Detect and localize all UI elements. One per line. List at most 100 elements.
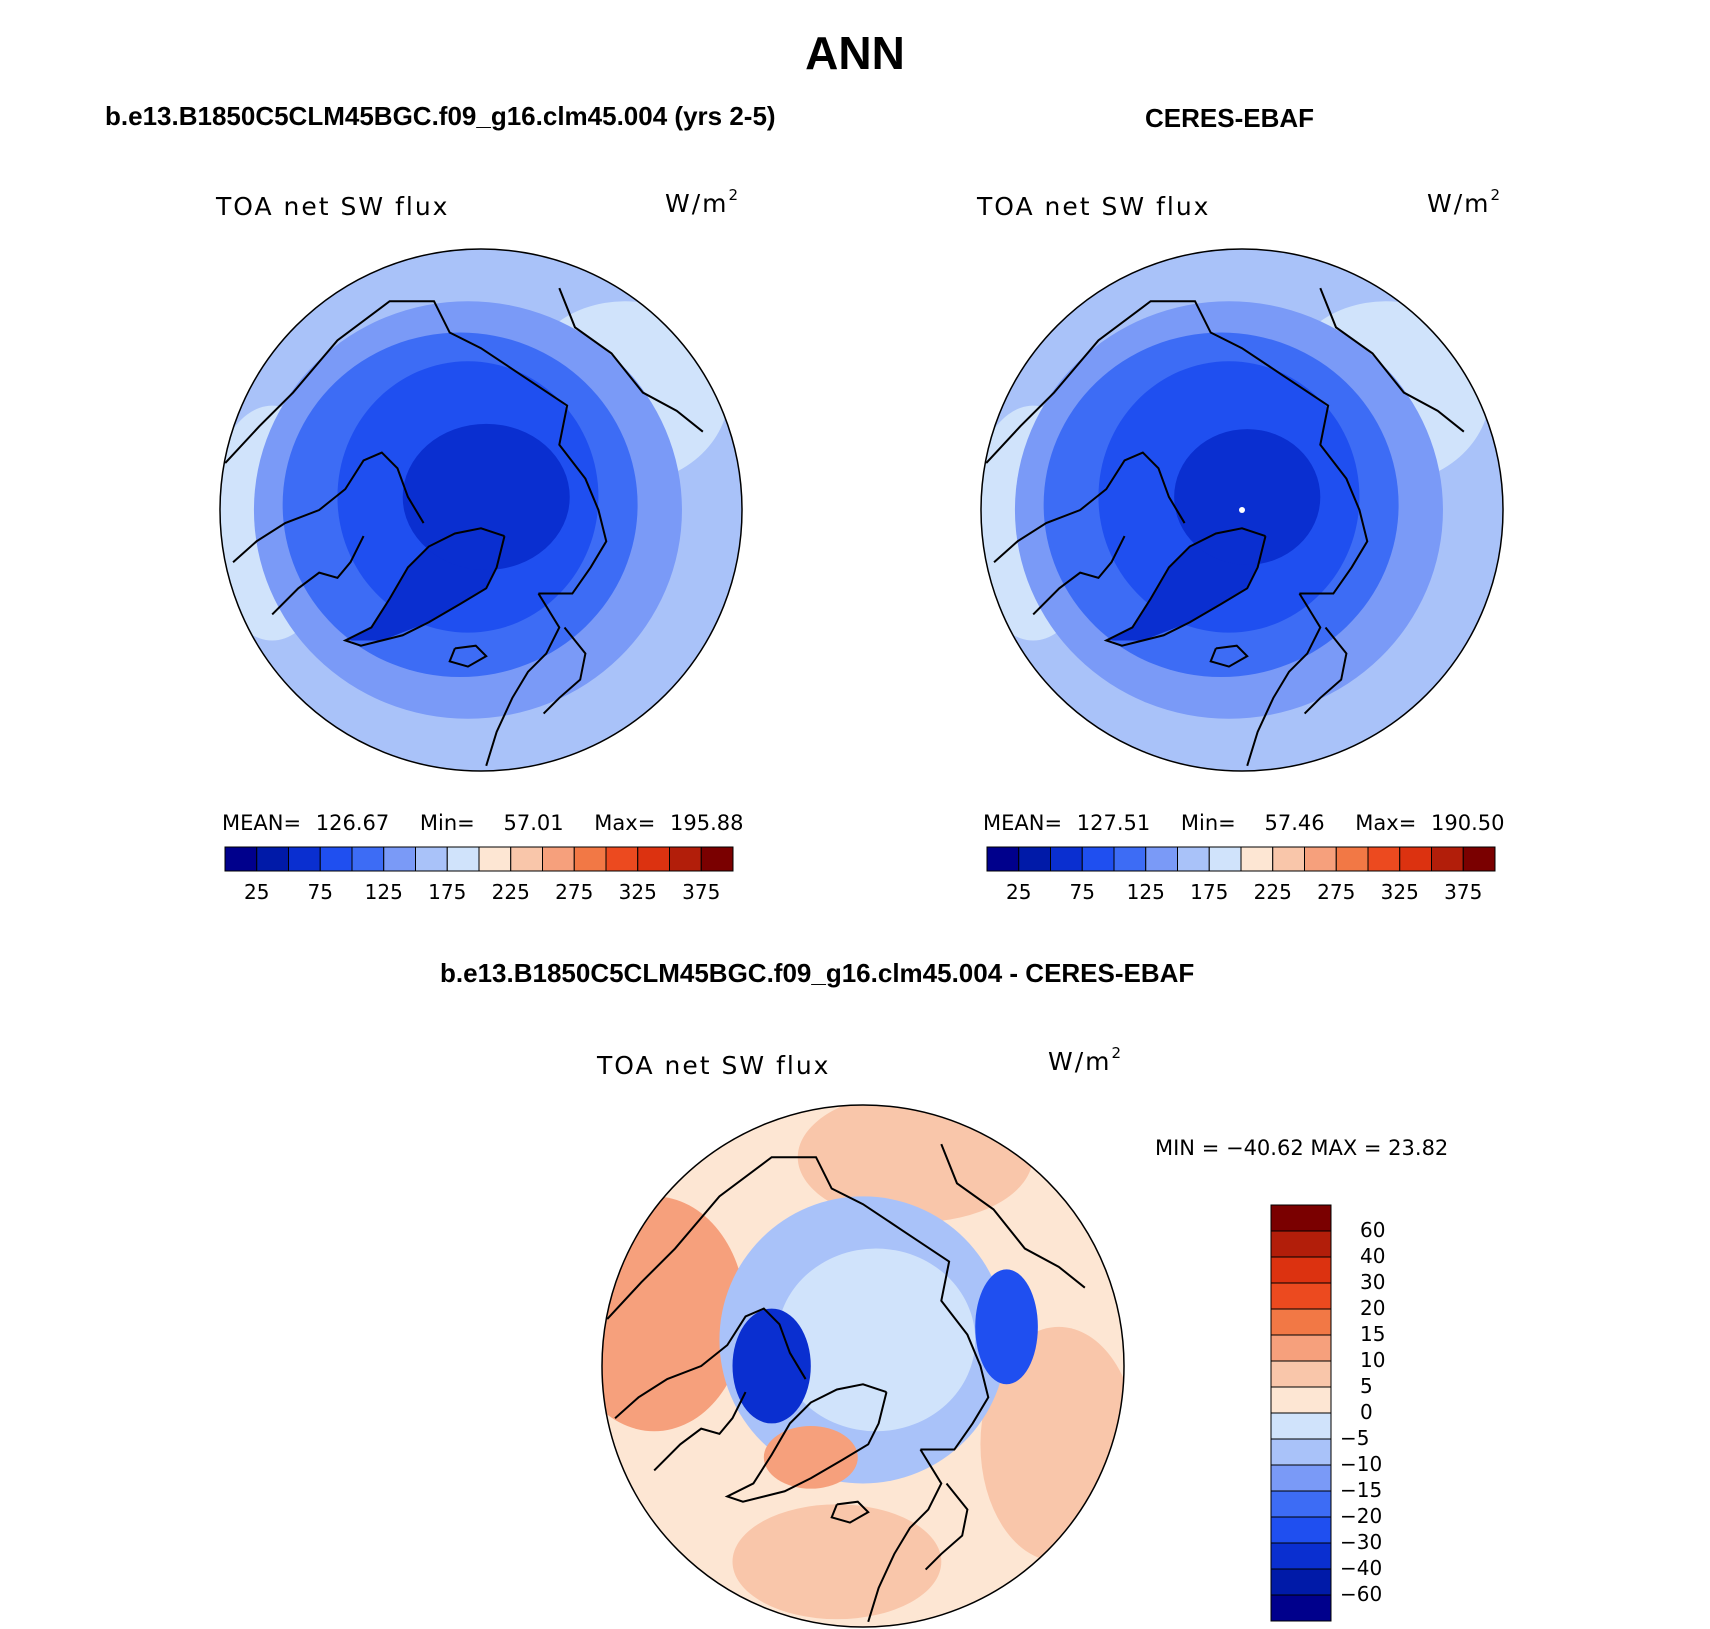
panel2-colorbar [986, 846, 1496, 872]
colorbar-swatch [224, 846, 258, 872]
panel3-units-label: W/m2 [1048, 1044, 1122, 1076]
panel1-mean-label: MEAN= [222, 811, 302, 835]
colorbar-swatch [510, 846, 543, 872]
panel1-max-label: Max= [594, 811, 656, 835]
panel3-minmax: MIN = −40.62 MAX = 23.82 [1155, 1136, 1449, 1160]
colorbar-tick-label: 175 [1190, 880, 1229, 904]
map-fill-layer [732, 1504, 942, 1620]
coastline [448, 644, 488, 668]
colorbar-swatch [288, 846, 321, 872]
map-fill-layer [402, 423, 570, 571]
coastline [606, 1156, 990, 1451]
coastline [485, 592, 561, 767]
coastline [232, 451, 425, 563]
colorbar-swatch [605, 846, 639, 872]
colorbar-tick-label: 25 [1006, 880, 1032, 904]
colorbar-swatch [415, 846, 448, 872]
coastline [614, 1307, 807, 1419]
coastline [1246, 592, 1322, 767]
panel1-variable-label: TOA net SW flux [216, 192, 450, 221]
map-border [980, 248, 1504, 772]
panel3-colorbar [1270, 1204, 1332, 1622]
colorbar-swatch [478, 846, 512, 872]
colorbar-tick-label: 25 [244, 880, 270, 904]
coastline [342, 527, 506, 647]
colorbar-swatch [1270, 1230, 1332, 1258]
colorbar-tick-label: 375 [1444, 880, 1483, 904]
panel2-max-label: Max= [1355, 811, 1417, 835]
coastline [1032, 535, 1126, 616]
colorbar-tick-label: 175 [428, 880, 467, 904]
map-fill-layer [732, 1308, 811, 1424]
colorbar-tick-label: 275 [555, 880, 594, 904]
colorbar-swatch [1270, 1516, 1332, 1544]
coastline [940, 1143, 1086, 1289]
colorbar-swatch [1335, 846, 1369, 872]
colorbar-swatch [542, 846, 575, 872]
colorbar-swatch [1270, 1490, 1332, 1518]
colorbar-swatch [700, 846, 734, 872]
colorbar-tick-label: 30 [1360, 1270, 1386, 1294]
colorbar-swatch [1462, 846, 1496, 872]
colorbar-swatch [383, 846, 416, 872]
colorbar-swatch [1018, 846, 1051, 872]
colorbar-tick-label: 0 [1360, 1400, 1373, 1424]
panel2-max-value: 190.50 [1430, 811, 1505, 835]
colorbar-tick-label: 275 [1317, 880, 1356, 904]
coastline [867, 1448, 943, 1623]
map-border [219, 248, 743, 772]
panel1-units-label: W/m2 [665, 186, 739, 218]
panel1-stats: MEAN= 126.67 Min= 57.01 Max= 195.88 [222, 813, 743, 834]
colorbar-tick-label: 10 [1360, 1348, 1386, 1372]
panel2-stats: MEAN= 127.51 Min= 57.46 Max= 190.50 [983, 813, 1504, 834]
map-fill-layer [1174, 429, 1321, 565]
colorbar-tick-label: −5 [1340, 1426, 1370, 1450]
panel2-min-value: 57.46 [1264, 811, 1325, 835]
colorbar-swatch [1113, 846, 1147, 872]
colorbar-swatch [1081, 846, 1115, 872]
colorbar-tick-label: 75 [1069, 880, 1095, 904]
colorbar-tick-label: 325 [618, 880, 657, 904]
colorbar-swatch [669, 846, 702, 872]
colorbar-tick-label: 75 [307, 880, 333, 904]
colorbar-tick-label: 20 [1360, 1296, 1386, 1320]
colorbar-swatch [1270, 1386, 1332, 1414]
colorbar-tick-label: 375 [682, 880, 721, 904]
panel2-map-svg [980, 248, 1504, 772]
panel2-min-label: Min= [1180, 811, 1236, 835]
colorbar-tick-label: −60 [1340, 1582, 1383, 1606]
main-title: ANN [805, 27, 905, 79]
colorbar-swatch [1145, 846, 1178, 872]
colorbar-swatch [351, 846, 385, 872]
colorbar-tick-label: −40 [1340, 1556, 1383, 1580]
colorbar-swatch [1208, 846, 1242, 872]
panel3-title: b.e13.B1850C5CLM45BGC.f09_g16.clm45.004 … [440, 958, 1195, 988]
panel1-mean-value: 126.67 [315, 811, 390, 835]
coastline [1303, 626, 1348, 715]
panel3-map-svg [601, 1104, 1125, 1628]
colorbar-swatch [1240, 846, 1274, 872]
colorbar-swatch [1270, 1464, 1332, 1492]
colorbar-swatch [319, 846, 353, 872]
coastline [830, 1500, 870, 1524]
colorbar-swatch [1177, 846, 1210, 872]
colorbar-swatch [1304, 846, 1337, 872]
colorbar-tick-label: 15 [1360, 1322, 1386, 1346]
panel3-variable-label: TOA net SW flux [597, 1051, 831, 1080]
coastline [558, 287, 704, 433]
panel1-min-value: 57.01 [503, 811, 564, 835]
panel1-map-svg [219, 248, 743, 772]
map-fill-layer [975, 1269, 1038, 1385]
colorbar-tick-label: 225 [491, 880, 530, 904]
colorbar-tick-label: 60 [1360, 1218, 1386, 1242]
colorbar-swatch [1270, 1594, 1332, 1622]
colorbar-tick-label: 5 [1360, 1374, 1373, 1398]
colorbar-tick-label: 325 [1380, 880, 1419, 904]
coastline [542, 626, 587, 715]
colorbar-swatch [1050, 846, 1083, 872]
panel2-units-label: W/m2 [1427, 186, 1501, 218]
coastline [724, 1383, 888, 1503]
panel1-max-value: 195.88 [669, 811, 744, 835]
colorbar-swatch [1270, 1542, 1332, 1570]
colorbar-swatch [986, 846, 1020, 872]
